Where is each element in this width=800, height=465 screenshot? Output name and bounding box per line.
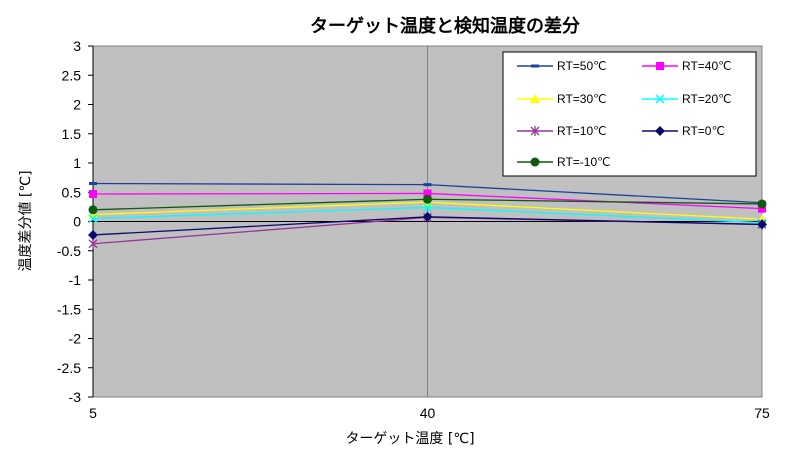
- y-ticks: 3 2.5 2 1.5 1 0.5 0 -0.5 -1 -1.5 -2 -2.5 -3: [57, 38, 93, 405]
- x-tick-label: 40: [420, 405, 436, 421]
- data-point: [88, 214, 98, 224]
- y-tick-label: -3: [69, 389, 82, 405]
- data-point: [422, 211, 433, 222]
- series-6: [88, 194, 767, 215]
- legend-label: RT=30℃: [557, 92, 607, 106]
- legend-label: RT=40℃: [682, 59, 732, 73]
- data-point: [88, 205, 98, 215]
- y-tick-label: -1: [69, 272, 82, 288]
- legend-box: [502, 51, 757, 177]
- data-point: [89, 181, 97, 185]
- data-point: [423, 189, 432, 198]
- x-tick-label: 5: [89, 405, 97, 421]
- chart-title: ターゲット温度と検知温度の差分: [310, 15, 580, 37]
- legend-label: RT=50℃: [557, 59, 607, 73]
- y-axis-label: 温度差分値 [℃]: [18, 170, 34, 271]
- series-1: [89, 189, 766, 213]
- y-tick-label: -2.5: [57, 360, 81, 376]
- legend-label: RT=20℃: [682, 92, 732, 106]
- legend-item: RT=50℃: [517, 59, 607, 73]
- legend-label: RT=10℃: [557, 124, 607, 138]
- legend-marker: [531, 64, 539, 68]
- y-tick-label: 0.5: [62, 184, 82, 200]
- x-tick-label: 75: [754, 405, 770, 421]
- legend-label: RT=0℃: [682, 124, 725, 138]
- legend-item: RT=40℃: [642, 59, 732, 73]
- data-point: [758, 204, 766, 213]
- legend-item: RT=-10℃: [517, 155, 611, 169]
- y-tick-label: 3: [73, 38, 81, 54]
- legend-marker: [530, 157, 540, 167]
- data-point: [422, 202, 433, 212]
- legend: RT=50℃ RT=40℃ RT=30℃ RT=20℃ RT=10℃ RT=0℃ RT=-1…: [502, 51, 757, 177]
- series-5: [88, 211, 767, 240]
- y-tick-label: 1: [73, 155, 81, 171]
- data-point: [88, 238, 98, 249]
- data-point: [88, 229, 98, 240]
- data-point: [423, 183, 432, 187]
- data-point: [757, 199, 767, 209]
- data-point: [423, 194, 432, 204]
- y-tick-label: 0: [73, 214, 81, 230]
- y-tick-label: -0.5: [57, 243, 81, 259]
- y-tick-label: 1.5: [62, 126, 82, 142]
- legend-item: RT=10℃: [517, 124, 607, 138]
- y-tick-label: 2: [73, 97, 81, 113]
- legend-item: RT=0℃: [642, 124, 725, 138]
- x-ticks: 5 40 75: [89, 405, 770, 421]
- y-tick-label: -2: [69, 331, 82, 347]
- series-group: [88, 181, 767, 249]
- legend-item: RT=20℃: [642, 92, 732, 106]
- legend-item: RT=30℃: [517, 92, 607, 106]
- legend-marker: [655, 126, 665, 136]
- legend-marker: [530, 126, 540, 136]
- legend-marker: [655, 94, 665, 104]
- data-point: [89, 190, 97, 199]
- series-3: [88, 202, 767, 228]
- data-point: [757, 219, 767, 230]
- legend-marker: [530, 94, 540, 103]
- y-tick-label: 2.5: [62, 67, 82, 83]
- legend-marker: [656, 62, 664, 70]
- y-tick-label: -1.5: [57, 301, 81, 317]
- legend-label: RT=-10℃: [557, 155, 611, 169]
- x-axis-label: ターゲット温度 [℃]: [345, 431, 474, 447]
